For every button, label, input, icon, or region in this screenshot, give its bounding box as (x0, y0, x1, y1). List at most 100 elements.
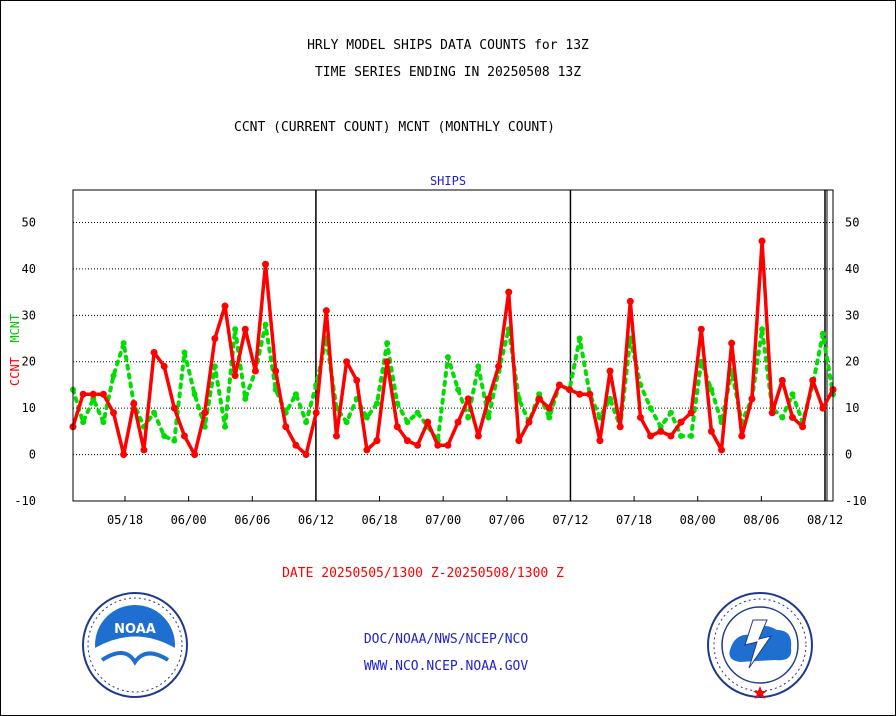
ccnt-point-33 (403, 437, 411, 445)
ccnt-point-13 (201, 409, 209, 417)
ccnt-point-41 (484, 395, 492, 403)
x-tick-label-11: 08/12 (807, 513, 843, 527)
mcnt-point-47 (546, 414, 553, 421)
y-tick-left-5: 40 (22, 262, 36, 276)
ccnt-point-65 (728, 339, 736, 347)
ccnt-point-60 (677, 418, 685, 426)
x-tick-labels: 05/18 06/00 06/06 06/12 06/18 07/00 07/06 07/12… (107, 496, 843, 527)
y-tick-labels: -10 -10 0 0 10 10 20 20 30 30 40 40 50 50 (14, 215, 866, 508)
y-tick-right-3: 20 (845, 355, 859, 369)
ccnt-point-15 (221, 302, 229, 310)
x-tick-label-1: 06/00 (171, 513, 207, 527)
ccnt-point-38 (454, 418, 462, 426)
y-tick-left-2: 10 (22, 401, 36, 415)
mcnt-point-30 (374, 400, 380, 407)
ccnt-point-55 (626, 297, 634, 305)
ccnt-point-68 (758, 237, 766, 245)
ccnt-point-1 (79, 390, 87, 398)
ccnt-point-61 (687, 409, 695, 417)
ccnt-point-35 (424, 418, 432, 426)
ccnt-point-58 (657, 427, 665, 435)
credit-line-1: DOC/NOAA/NWS/NCEP/NCO (363, 632, 529, 647)
svg-text:NOAA: NOAA (114, 622, 156, 637)
ccnt-point-52 (596, 437, 604, 445)
ccnt-point-69 (768, 409, 776, 417)
mcnt-point-3 (100, 419, 107, 426)
ccnt-point-40 (474, 432, 482, 440)
ccnt-point-23 (302, 451, 310, 459)
mcnt-point-40 (475, 363, 482, 370)
ccnt-point-54 (616, 423, 624, 431)
ccnt-point-57 (647, 432, 655, 440)
ccnt-point-27 (343, 358, 351, 366)
mcnt-point-4 (110, 372, 117, 379)
y-tick-left-1: 0 (29, 448, 36, 462)
ccnt-point-7 (140, 446, 148, 454)
mcnt-point-38 (455, 386, 462, 393)
x-tick-label-2: 06/06 (234, 513, 270, 527)
mcnt-point-37 (444, 354, 451, 361)
ccnt-point-74 (819, 404, 827, 412)
mcnt-point-8 (151, 409, 158, 416)
mcnt-point-33 (404, 419, 411, 426)
mcnt-point-16 (232, 326, 239, 333)
ccnt-point-17 (241, 325, 249, 333)
ccnt-point-34 (414, 441, 422, 449)
mcnt-point-59 (667, 409, 674, 416)
ccnt-point-49 (566, 386, 574, 394)
ccnt-point-53 (606, 367, 614, 375)
ccnt-point-21 (282, 423, 290, 431)
ccnt-point-9 (160, 362, 168, 370)
x-tick-label-0: 05/18 (107, 513, 143, 527)
ccnt-point-6 (130, 400, 138, 408)
x-tick-label-9: 08/00 (680, 513, 716, 527)
ccnt-point-19 (262, 260, 270, 268)
legend-title: CCNT (CURRENT COUNT) MCNT (MONTHLY COUNT… (234, 120, 555, 135)
ccnt-line (71, 239, 835, 457)
mcnt-point-34 (414, 409, 421, 416)
date-range: DATE 20250505/1300 Z-20250508/1300 Z (282, 566, 564, 581)
x-tick-label-7: 07/12 (552, 513, 588, 527)
mcnt-point-60 (678, 433, 684, 440)
ccnt-point-37 (444, 441, 452, 449)
ccnt-point-36 (434, 441, 442, 449)
y-tick-left-4: 30 (22, 308, 36, 322)
series-mcnt (70, 321, 836, 444)
x-tick-label-10: 08/06 (743, 513, 779, 527)
mcnt-point-5 (120, 340, 127, 347)
ccnt-point-62 (697, 325, 705, 333)
mcnt-point-63 (708, 386, 715, 393)
ccnt-point-8 (150, 348, 158, 356)
ccnt-point-72 (799, 423, 807, 431)
mcnt-point-12 (191, 391, 198, 398)
mcnt-point-1 (80, 419, 87, 426)
ccnt-point-71 (788, 413, 796, 421)
ccnt-point-73 (809, 376, 817, 384)
ccnt-point-11 (180, 432, 188, 440)
y-tick-right-6: 50 (845, 215, 859, 229)
y-tick-right-2: 10 (845, 401, 859, 415)
y-tick-left-0: -10 (14, 494, 36, 508)
mcnt-point-17 (242, 395, 249, 402)
ccnt-point-48 (555, 381, 563, 389)
y-tick-right-4: 30 (845, 308, 859, 322)
nws-logo (707, 592, 813, 699)
mcnt-point-14 (211, 363, 218, 370)
x-tick-label-5: 07/00 (425, 513, 461, 527)
noaa-logo: NOAA (82, 592, 188, 698)
y-tick-right-5: 40 (845, 262, 859, 276)
credit-line-2: WWW.NCO.NCEP.NOAA.GOV (363, 659, 529, 674)
ccnt-point-56 (636, 413, 644, 421)
mcnt-point-53 (607, 395, 614, 402)
ccnt-point-4 (110, 409, 118, 417)
x-tick-label-3: 06/12 (298, 513, 334, 527)
mcnt-point-32 (394, 400, 401, 407)
ccnt-point-3 (99, 390, 107, 398)
x-tick-label-8: 07/18 (616, 513, 652, 527)
ccnt-point-18 (251, 367, 259, 375)
plot-border (72, 189, 834, 502)
mcnt-point-11 (181, 349, 188, 356)
ccnt-point-2 (89, 390, 97, 398)
ccnt-point-63 (707, 427, 715, 435)
